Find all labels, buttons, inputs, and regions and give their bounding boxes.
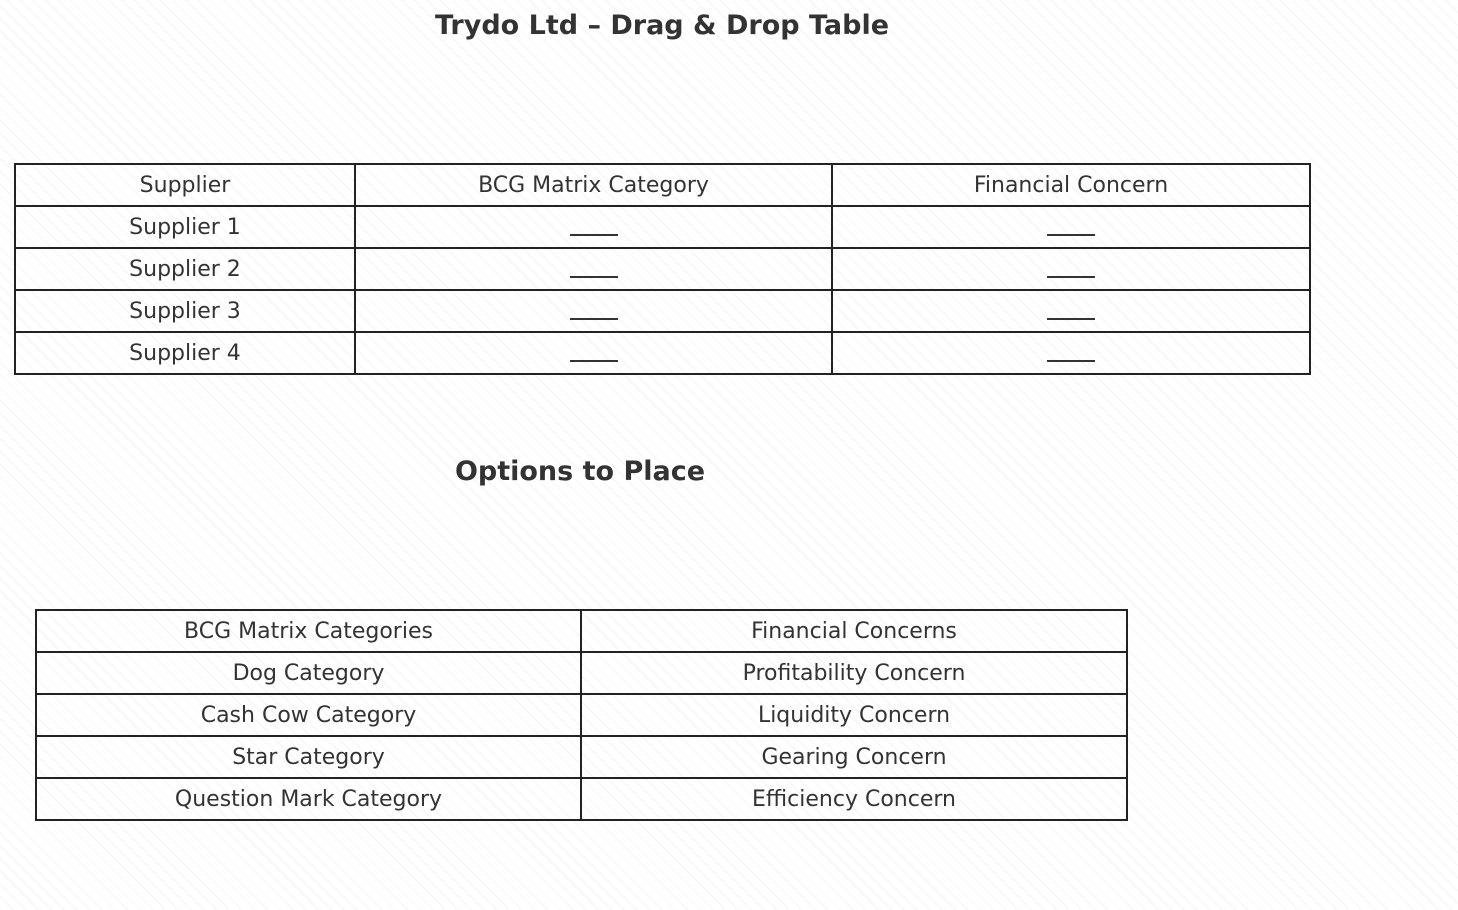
table-row: Star Category Gearing Concern (35, 735, 1128, 779)
concern-drop-zone[interactable] (831, 205, 1311, 249)
header-bcg-options: BCG Matrix Categories (35, 609, 582, 653)
blank-slot[interactable] (569, 262, 618, 278)
header-bcg: BCG Matrix Category (354, 163, 833, 207)
bcg-drop-zone[interactable] (354, 247, 833, 291)
bcg-drop-zone[interactable] (354, 205, 833, 249)
bcg-drop-zone[interactable] (354, 289, 833, 333)
blank-slot[interactable] (569, 220, 618, 236)
table-row: Supplier 2 (14, 247, 1311, 291)
header-concern-options: Financial Concerns (580, 609, 1128, 653)
blank-slot[interactable] (569, 304, 618, 320)
option-bcg[interactable]: Cash Cow Category (35, 693, 582, 737)
option-bcg[interactable]: Dog Category (35, 651, 582, 695)
option-concern[interactable]: Gearing Concern (580, 735, 1128, 779)
option-bcg[interactable]: Question Mark Category (35, 777, 582, 821)
option-bcg[interactable]: Star Category (35, 735, 582, 779)
table-row: Dog Category Profitability Concern (35, 651, 1128, 695)
header-supplier: Supplier (14, 163, 356, 207)
supplier-name: Supplier 4 (14, 331, 356, 375)
blank-slot[interactable] (1047, 220, 1095, 236)
concern-drop-zone[interactable] (831, 289, 1311, 333)
bcg-drop-zone[interactable] (354, 331, 833, 375)
table-header-row: Supplier BCG Matrix Category Financial C… (14, 163, 1311, 207)
table-row: Supplier 4 (14, 331, 1311, 375)
option-concern[interactable]: Liquidity Concern (580, 693, 1128, 737)
concern-drop-zone[interactable] (831, 247, 1311, 291)
table-row: Supplier 3 (14, 289, 1311, 333)
table-row: Cash Cow Category Liquidity Concern (35, 693, 1128, 737)
supplier-name: Supplier 1 (14, 205, 356, 249)
blank-slot[interactable] (1047, 346, 1095, 362)
header-concern: Financial Concern (831, 163, 1311, 207)
supplier-name: Supplier 3 (14, 289, 356, 333)
supplier-name: Supplier 2 (14, 247, 356, 291)
drop-table: Supplier BCG Matrix Category Financial C… (14, 163, 1311, 375)
page-title: Trydo Ltd – Drag & Drop Table (434, 10, 890, 41)
option-concern[interactable]: Profitability Concern (580, 651, 1128, 695)
options-table: BCG Matrix Categories Financial Concerns… (35, 609, 1128, 821)
blank-slot[interactable] (569, 346, 618, 362)
options-title: Options to Place (454, 456, 706, 487)
table-row: Question Mark Category Efficiency Concer… (35, 777, 1128, 821)
concern-drop-zone[interactable] (831, 331, 1311, 375)
blank-slot[interactable] (1047, 262, 1095, 278)
blank-slot[interactable] (1047, 304, 1095, 320)
option-concern[interactable]: Efficiency Concern (580, 777, 1128, 821)
table-row: Supplier 1 (14, 205, 1311, 249)
table-header-row: BCG Matrix Categories Financial Concerns (35, 609, 1128, 653)
